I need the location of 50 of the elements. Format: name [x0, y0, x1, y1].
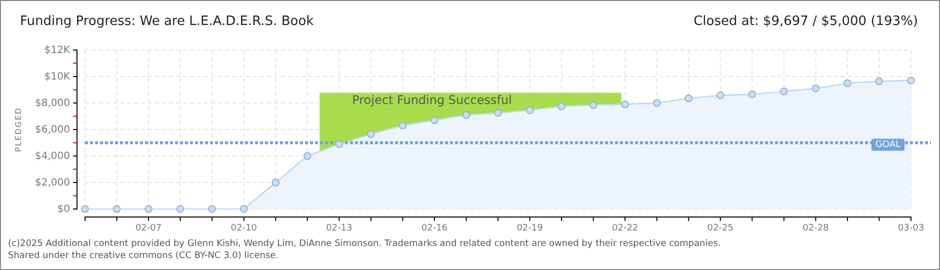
point [335, 140, 344, 148]
point [589, 101, 598, 109]
y-tick-label: $4,000 [35, 151, 70, 162]
point [430, 116, 438, 124]
point [748, 90, 756, 98]
y-tick-label: $8,000 [35, 98, 70, 110]
y-tick-label: $12K [44, 45, 70, 56]
point [367, 130, 375, 138]
point [272, 178, 280, 186]
x-tick-label: 02-28 [802, 223, 830, 234]
x-tick-label: 02-07 [135, 223, 162, 234]
point [144, 205, 152, 213]
chart-title: Funding Progress: We are L.E.A.D.E.R.S. Book [20, 14, 314, 29]
point [684, 94, 692, 102]
x-tick-label: 02-22 [612, 223, 638, 234]
chart-subtitle: Closed at: $9,697 / $5,000 (193%) [694, 14, 918, 29]
x-tick-label: 02-19 [516, 223, 544, 234]
x-tick-label: 02-25 [707, 223, 734, 234]
y-tick-label: $6,000 [35, 124, 70, 136]
point [716, 91, 724, 100]
annotation: Project Funding Successful [352, 93, 512, 107]
point [304, 152, 312, 160]
point [526, 106, 534, 114]
text: (c)2025 Additional content provided by Glenn Kishi, Wendy Lim, DiAnne Simonson. Trademarks and related content are owned by their respective companies. [8, 239, 721, 249]
x-tick-label: 02-16 [421, 223, 448, 234]
point [844, 79, 852, 88]
point [398, 122, 407, 130]
y-tick-label: $0 [57, 204, 70, 216]
point [780, 87, 788, 96]
y-tick-label: $2,000 [35, 178, 70, 189]
x-tick-label: 02-10 [230, 223, 258, 234]
ref-line-label: GOAL [875, 140, 901, 150]
point [462, 111, 470, 119]
point [812, 84, 820, 92]
point [81, 205, 89, 213]
point [875, 77, 884, 86]
y-tick-label: $10K [44, 72, 70, 83]
point [558, 102, 566, 110]
point [208, 205, 216, 213]
y-axis-title: PLEDGED [14, 107, 23, 152]
point [176, 205, 184, 213]
point [240, 205, 248, 213]
text: Shared under the creative commons (CC BY-NC 3.0) license. [8, 251, 279, 261]
x-tick-label: 03-03 [898, 223, 924, 234]
point [907, 76, 915, 84]
point [652, 99, 661, 107]
x-tick-label: 02-13 [326, 223, 352, 234]
point [621, 100, 629, 108]
point [494, 109, 502, 117]
point [112, 205, 121, 213]
